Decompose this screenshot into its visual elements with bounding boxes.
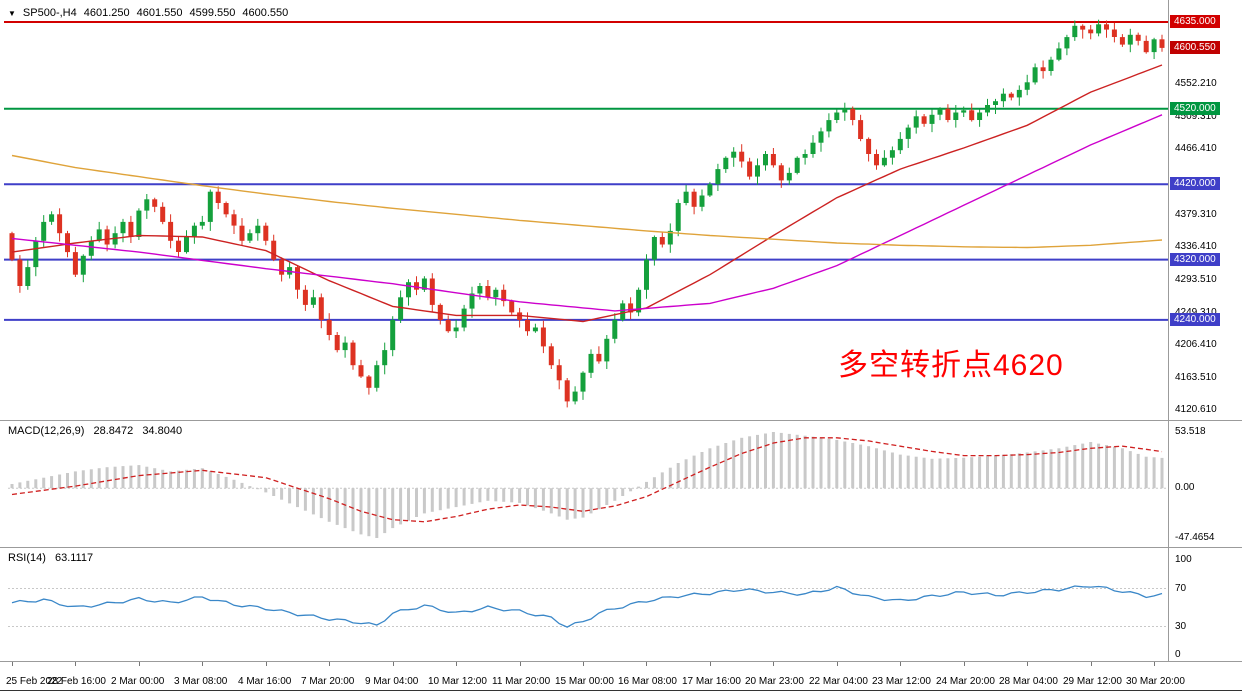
time-tick-mark [710,662,711,666]
horizontal-levels [4,21,1168,321]
rsi-line [11,585,1163,628]
price-axis-border [1168,0,1169,661]
time-tick-mark [1027,662,1028,666]
macd-main-value: 28.8472 [93,425,134,437]
price-tick: 4336.410 [1175,241,1217,253]
macd-signal-value: 34.8040 [142,425,183,437]
time-label: 22 Mar 04:00 [809,676,868,687]
time-axis[interactable]: 25 Feb 2022 28 Feb 16:00 2 Mar 00:00 3 Mar … [0,661,1242,698]
bar-open-value: 4601.250 [83,7,130,19]
price-level-badge: 4520.000 [1170,101,1220,115]
price-level-badge: 4320.000 [1170,252,1220,266]
rsi-tick: 30 [1175,620,1187,632]
macd-name: MACD(12,26,9) [8,425,85,437]
macd-indicator-label: MACD(12,26,9) 28.8472 34.8040 [8,425,188,437]
price-level-badge: 4600.550 [1170,40,1220,54]
rsi-tick: 70 [1175,582,1187,594]
macd-panel [8,432,1166,538]
time-label: 30 Mar 20:00 [1126,676,1185,687]
time-label: 3 Mar 08:00 [174,676,228,687]
rsi-name: RSI(14) [8,552,46,564]
time-tick-mark [1091,662,1092,666]
time-tick-mark [773,662,774,666]
rsi-tick: 100 [1175,554,1192,565]
price-tick: 4509.310 [1175,110,1217,122]
time-tick-mark [1154,662,1155,666]
macd-signal-line [11,437,1163,523]
symbol-info-bar: ▼ SP500-,H4 4601.250 4601.550 4599.550 4… [8,7,288,19]
time-tick-mark [520,662,521,666]
time-tick-mark [329,662,330,666]
time-label: 29 Mar 12:00 [1063,676,1122,687]
time-label: 2 Mar 00:00 [111,676,165,687]
time-tick-mark [964,662,965,666]
chevron-down-icon[interactable]: ▼ [8,8,16,18]
price-tick: 4249.310 [1175,307,1217,318]
time-label: 25 Feb 2022 [6,676,63,687]
time-tick-mark [837,662,838,666]
price-tick: 4206.410 [1175,339,1217,351]
rsi-panel [8,585,1166,628]
panel-separator-rsi-time [0,661,1242,662]
price-tick: 4466.410 [1175,143,1217,155]
price-axis[interactable]: 4552.210 4509.310 4466.410 4379.310 4336.410… [1169,0,1242,661]
ma-slow-orange-line [11,154,1163,249]
time-tick-mark [12,662,13,666]
bar-high-value: 4601.550 [136,7,183,19]
time-tick-mark [75,662,76,666]
time-label: 15 Mar 00:00 [555,676,614,687]
time-tick-mark [646,662,647,666]
time-label: 28 Mar 04:00 [999,676,1058,687]
time-label: 10 Mar 12:00 [428,676,487,687]
time-label: 16 Mar 08:00 [618,676,677,687]
rsi-value: 63.1117 [54,552,94,564]
price-tick: 4552.210 [1175,78,1217,90]
time-label: 17 Mar 16:00 [682,676,741,687]
ma-fast-red-line [11,64,1163,323]
symbol-name: SP500-,H4 [22,7,77,19]
time-label: 11 Mar 20:00 [492,676,551,687]
rsi-tick: 0 [1175,649,1181,660]
price-tick: 4120.610 [1175,404,1217,415]
time-tick-mark [202,662,203,666]
time-tick-mark [900,662,901,666]
price-level-badge: 4420.000 [1170,177,1220,191]
panel-separator-main-macd[interactable] [0,420,1242,421]
time-tick-mark [266,662,267,666]
macd-tick: -47.4654 [1175,532,1215,543]
chart-annotation-text[interactable]: 多空转折点4620 [838,349,1064,382]
time-tick-mark [393,662,394,666]
price-tick: 4379.310 [1175,208,1217,220]
macd-tick: 53.518 [1175,426,1206,437]
time-tick-mark [456,662,457,666]
rsi-indicator-label: RSI(14) 63.1117 [8,552,99,564]
time-label: 9 Mar 04:00 [365,676,419,687]
time-label: 24 Mar 20:00 [936,676,995,687]
window-bottom-border [0,690,1242,691]
candles [9,19,1165,408]
time-tick-mark [583,662,584,666]
macd-tick: 0.00 [1175,482,1195,494]
time-label: 7 Mar 20:00 [301,676,355,687]
time-label: 4 Mar 16:00 [238,676,292,687]
price-tick: 4293.510 [1175,273,1217,285]
time-label: 28 Feb 16:00 [47,676,106,687]
panel-separator-macd-rsi[interactable] [0,547,1242,548]
time-label: 23 Mar 12:00 [872,676,931,687]
price-level-badge: 4240.000 [1170,312,1220,326]
time-tick-mark [139,662,140,666]
price-level-badge: 4635.000 [1170,15,1220,28]
ma-mid-magenta-line [11,114,1163,312]
bar-close-value: 4600.550 [242,7,289,19]
bar-low-value: 4599.550 [189,7,236,19]
time-label: 20 Mar 23:00 [745,676,804,687]
price-tick: 4163.510 [1175,371,1217,383]
